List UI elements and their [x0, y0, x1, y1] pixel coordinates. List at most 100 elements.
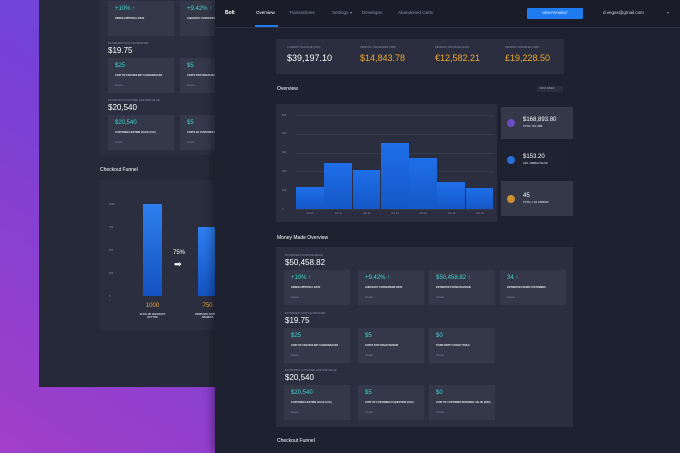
- tile-link[interactable]: Details: [187, 84, 195, 87]
- tile-value: +10% ↑: [115, 6, 136, 12]
- tile-label: CUSTOMER LIFETIME VALUE (CLV): [291, 401, 332, 404]
- bar: [409, 158, 437, 209]
- user-caret: ▾: [667, 10, 670, 15]
- bar: [296, 187, 324, 209]
- tile-link[interactable]: Details: [436, 296, 444, 299]
- user-menu[interactable]: d.vegas@gmail.com: [603, 10, 644, 15]
- section-label: ESTIMATED COSTS ELIMINATED: [108, 42, 149, 45]
- section-total: $19.75: [108, 46, 133, 55]
- nav-item[interactable]: Transactions: [289, 10, 315, 15]
- tile-link[interactable]: Details: [365, 296, 373, 299]
- balance-value: £19,228.50: [505, 53, 551, 63]
- tile-link[interactable]: Details: [365, 354, 373, 357]
- tile-label: COST OF CUSTOMER ACQUISITION (CAC): [365, 401, 414, 404]
- metric-tile: $25 COST OF FRAUDULENT CHARGEBACKS Details: [284, 328, 350, 363]
- tile-label: THIRD PARTY FRAUD TOOLS: [436, 344, 470, 347]
- stat-icon: [507, 156, 515, 164]
- section-total: $20,540: [108, 103, 137, 112]
- section-title: Checkout Funnel: [100, 167, 138, 173]
- bar: [352, 170, 381, 209]
- metric-tile: +10% ↑ ORDER APPROVAL RATE Details: [284, 270, 350, 305]
- section-label: ESTIMATED CUSTOMER LIFETIME VALUE: [285, 369, 337, 372]
- bar: [465, 187, 494, 209]
- stat-card: $168,893.80 TOTAL VOLUME: [501, 107, 573, 139]
- tile-value: $20,540: [115, 120, 137, 126]
- tile-label: CUSTOMER LIFETIME VALUE (CLV): [115, 131, 156, 134]
- tile-value: +10% ↑: [291, 275, 312, 281]
- x-tick-label: Oct 15: [447, 212, 456, 215]
- y-tick-label: 750: [109, 225, 114, 229]
- metric-tile: $50,458.82 ↑ ESTIMATED FOUND REVENUE Detai…: [429, 270, 495, 305]
- tile-value: $5: [187, 63, 194, 69]
- front-panel: Bolt Overview Transactions Settings Develope…: [215, 0, 680, 453]
- tile-link[interactable]: Details: [291, 296, 299, 299]
- stat-icon: [507, 194, 515, 203]
- tile-label: COST OF FRAUDULENT CHARGEBACKS: [115, 74, 163, 77]
- nav-active-underline: [255, 25, 278, 27]
- bar: [324, 162, 352, 209]
- section-total: $50,458.82: [285, 258, 326, 267]
- tile-link[interactable]: Details: [115, 84, 123, 87]
- nav-item[interactable]: Abandoned Carts: [398, 10, 434, 15]
- tile-label: COST OF FRAUDULENT CHARGEBACKS: [291, 344, 339, 347]
- tile-value: +9.42% ↑: [187, 6, 213, 12]
- section-title: Money Made Overview: [277, 235, 329, 241]
- tile-link[interactable]: Details: [291, 354, 299, 357]
- tile-value: $0: [436, 333, 443, 339]
- tile-link[interactable]: Details: [507, 296, 515, 299]
- metric-tile: $0 COST OF CUSTOMER REFERRAL VALUE (CRV) D…: [429, 385, 495, 420]
- y-tick-label: 0: [282, 207, 284, 211]
- stat-value: $168,893.80: [523, 117, 557, 123]
- bar: [380, 143, 409, 209]
- balance-label: PENDING TRANSFERS (USD): [360, 46, 397, 49]
- nav-item[interactable]: Settings: [332, 10, 349, 15]
- metric-tile: $20,540 CUSTOMER LIFETIME VALUE (CLV) Deta…: [108, 115, 174, 150]
- tile-label: CHECKOUT CONVERSION RATE: [365, 286, 403, 289]
- funnel-value: 1000: [145, 303, 160, 309]
- y-tick-label: 30K: [282, 151, 287, 155]
- y-tick-label: 1000: [109, 202, 115, 206]
- metric-tile: +9.42% ↑ CHECKOUT CONVERSION RATE Details: [358, 270, 424, 305]
- funnel-bar: [198, 227, 217, 296]
- section-title: Checkout Funnel: [277, 438, 315, 444]
- balance-value: $14,843.78: [360, 53, 406, 63]
- tile-link[interactable]: Details: [365, 411, 373, 414]
- nav-bar: [215, 0, 680, 28]
- tile-link[interactable]: Details: [436, 411, 444, 414]
- x-tick-label: Oct 14: [419, 212, 427, 215]
- range-dropdown[interactable]: PAST WEEK: [537, 86, 563, 92]
- tile-label: ORDER APPROVAL RATE: [115, 17, 145, 20]
- stat-value: 45: [523, 192, 530, 199]
- y-tick-label: 50K: [282, 113, 287, 117]
- section-label: ESTIMATED CUSTOMER LIFETIME VALUE: [108, 99, 160, 102]
- funnel-arrow: ➡: [174, 259, 182, 269]
- tile-link[interactable]: Details: [187, 141, 195, 144]
- tile-link[interactable]: Details: [115, 141, 123, 144]
- balance-label: CURRENT BALANCE (USD): [287, 46, 321, 49]
- funnel-bar: [143, 204, 162, 296]
- tile-value: $25: [291, 333, 302, 339]
- y-tick-label: 20K: [282, 169, 287, 173]
- y-tick-label: 40K: [282, 132, 287, 136]
- balance-value: €12,582.21: [435, 53, 481, 63]
- section-title: Overview: [277, 86, 298, 92]
- nav-item[interactable]: Overview: [256, 10, 275, 15]
- funnel-value: 750: [202, 303, 213, 309]
- nav-item[interactable]: Developer: [362, 10, 383, 15]
- y-tick-label: 10K: [282, 188, 287, 192]
- chart-card: 0 10K 20K 30K 40K 50K Oct 10 Oct 11 Oct 12 Oct 13…: [276, 104, 497, 222]
- tile-value: $20,540: [291, 390, 313, 396]
- y-tick-label: 500: [109, 248, 114, 252]
- balance-label: PENDING TRANSFER (EUR): [435, 46, 470, 49]
- tile-link[interactable]: Details: [291, 411, 299, 414]
- tile-label: CHECKOUT CONVERSION RATE: [187, 17, 225, 20]
- y-tick-label: 250: [109, 271, 114, 275]
- tile-value: $25: [115, 63, 126, 69]
- new-payment-button[interactable]: NEW PAYMENT: [527, 8, 583, 19]
- tile-link[interactable]: Details: [436, 354, 444, 357]
- tile-label: COSTS FOR FRAUD REVIEW: [187, 74, 221, 77]
- grid-line: [296, 209, 494, 210]
- balance-label: PENDING TRANSFER (GBP): [505, 46, 540, 49]
- logo: Bolt: [225, 10, 235, 16]
